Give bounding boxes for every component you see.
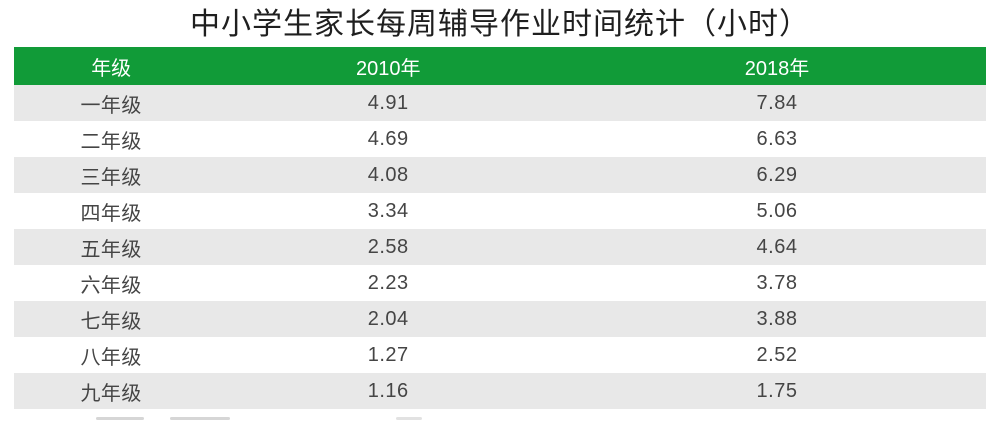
clipped-row-artifact: [170, 417, 230, 420]
value-2010-cell: 4.91: [367, 91, 409, 114]
value-2010-cell: 4.08: [367, 163, 409, 186]
grade-cell: 八年级: [80, 346, 142, 369]
value-2018-cell: 3.78: [756, 271, 798, 294]
column-header-2010: 2010年: [208, 47, 569, 85]
column-header-grade: 年级: [14, 47, 209, 85]
value-2018-cell: 1.75: [756, 379, 798, 402]
clipped-row-artifact: [396, 417, 422, 420]
header-row: 年级 2010年 2018年: [14, 47, 986, 85]
value-2010-cell: 2.04: [367, 307, 409, 330]
value-2018-cell: 3.88: [756, 307, 798, 330]
grade-cell: 三年级: [80, 166, 142, 189]
table-row: 一年级 4.91 7.84: [14, 85, 986, 121]
value-2010-cell: 2.58: [367, 235, 409, 258]
table-row: 八年级 1.27 2.52: [14, 337, 986, 373]
table-row: 七年级 2.04 3.88: [14, 301, 986, 337]
value-2010-cell: 3.34: [367, 199, 409, 222]
table-row: 四年级 3.34 5.06: [14, 193, 986, 229]
grade-cell: 六年级: [80, 274, 142, 297]
table-row: 五年级 2.58 4.64: [14, 229, 986, 265]
grade-cell: 一年级: [80, 94, 142, 117]
grade-cell: 四年级: [80, 202, 142, 225]
value-2010-cell: 4.69: [367, 127, 409, 150]
grade-cell: 九年级: [80, 382, 142, 405]
column-header-2018: 2018年: [568, 47, 986, 85]
value-2018-cell: 2.52: [756, 343, 798, 366]
table-row: 六年级 2.23 3.78: [14, 265, 986, 301]
value-2010-cell: 1.16: [367, 379, 409, 402]
value-2010-cell: 2.23: [367, 271, 409, 294]
value-2018-cell: 6.63: [756, 127, 798, 150]
table-body: 一年级 4.91 7.84 二年级 4.69 6.63 三年级 4.08 6.2…: [14, 85, 986, 409]
grade-cell: 七年级: [80, 310, 142, 333]
value-2010-cell: 1.27: [367, 343, 409, 366]
clipped-row-artifact: [96, 417, 144, 420]
page-title: 中小学生家长每周辅导作业时间统计（小时）: [190, 8, 810, 41]
value-2018-cell: 5.06: [756, 199, 798, 222]
table-row: 九年级 1.16 1.75: [14, 373, 986, 409]
table-row: 二年级 4.69 6.63: [14, 121, 986, 157]
value-2018-cell: 7.84: [756, 91, 798, 114]
table-header: 年级 2010年 2018年: [14, 47, 986, 85]
stats-table: 年级 2010年 2018年 一年级 4.91 7.84 二年级 4.69 6.…: [14, 47, 986, 409]
grade-cell: 五年级: [80, 238, 142, 261]
value-2018-cell: 4.64: [756, 235, 798, 258]
value-2018-cell: 6.29: [756, 163, 798, 186]
table-row: 三年级 4.08 6.29: [14, 157, 986, 193]
grade-cell: 二年级: [80, 130, 142, 153]
